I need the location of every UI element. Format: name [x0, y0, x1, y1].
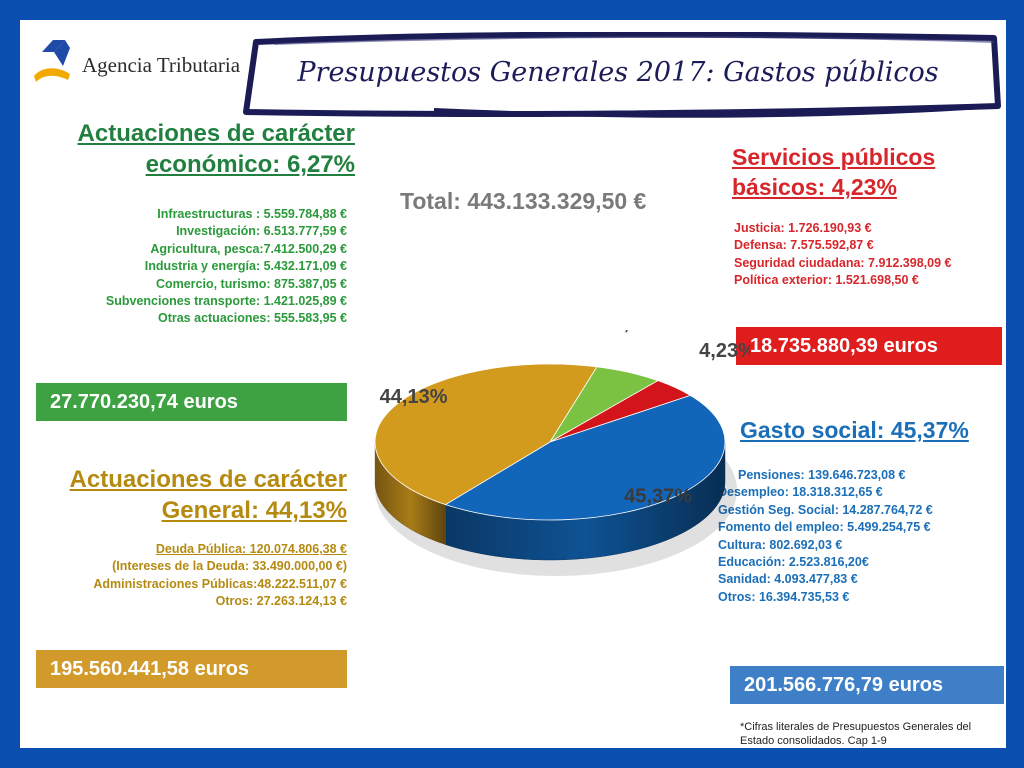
footnote-line2: Estado consolidados. Cap 1-9: [740, 735, 887, 747]
slide-title: Presupuestos Generales 2017: Gastos públ…: [297, 57, 939, 88]
services-heading-line2: básicos: 4,23%: [732, 174, 897, 200]
agencia-tributaria-logo: [34, 40, 70, 82]
pie-chart: 6,27% 4,23% 45,37% 44,13%: [374, 330, 750, 576]
list-item: Administraciones Públicas:48.222.511,07 …: [93, 576, 347, 591]
list-item: (Intereses de la Deuda: 33.490.000,00 €): [112, 559, 347, 574]
services-heading: Servicios públicos básicos: 4,23%: [732, 142, 982, 202]
economic-list: Infraestructuras : 5.559.784,88 € Invest…: [40, 206, 347, 328]
general-total: 195.560.441,58 euros: [36, 650, 347, 688]
services-total: 18.735.880,39 euros: [736, 327, 1002, 365]
list-item: Educación: 2.523.816,20€: [718, 555, 869, 570]
economic-heading-line2: económico: 6,27%: [145, 151, 355, 178]
pie-slice-2: [444, 394, 726, 521]
list-item: Otros: 16.394.735,53 €: [718, 589, 850, 604]
list-item: Cultura: 802.692,03 €: [718, 537, 843, 552]
pie-label-3: 44,13%: [380, 386, 448, 408]
title-banner: [243, 32, 1001, 118]
list-item: Pensiones: 139.646.723,08 €: [738, 468, 906, 482]
list-item: Investigación: 6.513.777,59 €: [176, 224, 347, 239]
list-item: Sanidad: 4.093.477,83 €: [718, 572, 858, 587]
budget-total: Total: 443.133.329,50 €: [400, 188, 647, 214]
list-item: Fomento del empleo: 5.499.254,75 €: [718, 520, 931, 535]
list-item: Política exterior: 1.521.698,50 €: [734, 273, 919, 288]
services-list: Justicia: 1.726.190,93 € Defensa: 7.575.…: [734, 220, 994, 290]
pie-slice-3: [374, 363, 598, 506]
list-item: Otros: 27.263.124,13 €: [215, 594, 347, 609]
economic-total: 27.770.230,74 euros: [36, 383, 347, 421]
social-list: Pensiones: 139.646.723,08 € Desempleo: 1…: [718, 467, 988, 606]
list-item: Deuda Pública: 120.074.806,38 €: [155, 542, 347, 556]
list-item: Desempleo: 18.318.312,65 €: [718, 485, 883, 500]
footnote-line1: *Cifras literales de Presupuestos Genera…: [740, 721, 972, 733]
list-item: Comercio, turismo: 875.387,05 €: [155, 276, 347, 291]
general-heading: Actuaciones de carácter General: 44,13%: [40, 464, 347, 526]
social-total: 201.566.776,79 euros: [730, 666, 1004, 704]
pie-label-1: 4,23%: [699, 340, 750, 362]
economic-heading: Actuaciones de carácter económico: 6,27%: [50, 118, 355, 180]
list-item: Subvenciones transporte: 1.421.025,89 €: [105, 294, 347, 309]
list-item: Otras actuaciones: 555.583,95 €: [157, 311, 347, 326]
pie-label-2: 45,37%: [624, 485, 692, 507]
brand-name: Agencia Tributaria: [82, 53, 241, 77]
social-heading: Gasto social: 45,37%: [740, 417, 969, 443]
footnote: *Cifras literales de Presupuestos Genera…: [740, 720, 1000, 748]
list-item: Agricultura, pesca:7.412.500,29 €: [150, 241, 347, 256]
general-heading-line1: Actuaciones de carácter: [69, 466, 347, 493]
list-item: Seguridad ciudadana: 7.912.398,09 €: [734, 255, 952, 270]
services-heading-line1: Servicios públicos: [732, 144, 936, 170]
slide: Agencia Tributaria Presupuestos Generale…: [20, 20, 1006, 748]
general-list: Deuda Pública: 120.074.806,38 € (Interes…: [40, 541, 347, 611]
pie-label-0: 6,27%: [613, 330, 670, 334]
general-heading-line2: General: 44,13%: [161, 497, 347, 524]
list-item: Justicia: 1.726.190,93 €: [734, 221, 872, 235]
list-item: Defensa: 7.575.592,87 €: [734, 238, 874, 253]
list-item: Infraestructuras : 5.559.784,88 €: [157, 207, 347, 221]
list-item: Industria y energía: 5.432.171,09 €: [144, 259, 347, 274]
economic-heading-line1: Actuaciones de carácter: [77, 120, 355, 147]
list-item: Gestión Seg. Social: 14.287.764,72 €: [718, 502, 933, 517]
